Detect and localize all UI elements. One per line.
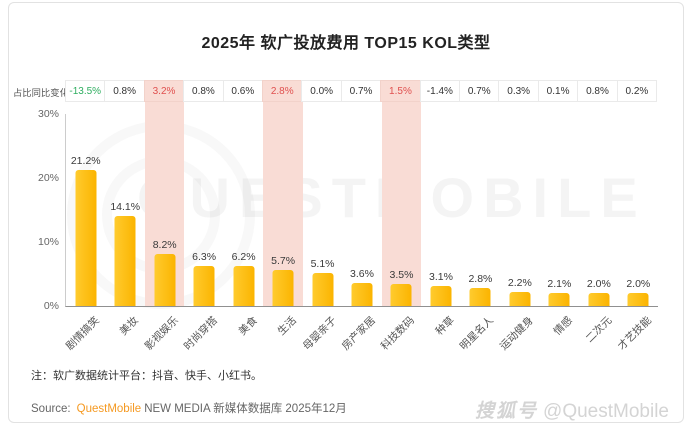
footnote: 注：软广数据统计平台：抖音、快手、小红书。: [31, 370, 262, 382]
bar-value-label: 5.1%: [310, 258, 335, 271]
category-label: 生活: [275, 314, 299, 338]
yoy-change-cell: -1.4%: [419, 80, 461, 102]
bar: [588, 293, 610, 306]
yoy-row-label: 占比同比变化: [13, 88, 69, 98]
category-label: 美食: [236, 314, 260, 338]
watermark-bottom-right: 搜狐号 @QuestMobile: [475, 396, 669, 422]
chart-title: 2025年 软广投放费用 TOP15 KOL类型: [201, 35, 491, 52]
bar: [193, 265, 215, 306]
bar-value-label: 6.3%: [192, 250, 217, 263]
category-label: 时尚穿搭: [181, 314, 221, 353]
highlight-band: [381, 102, 422, 306]
category-label: 情感: [551, 314, 576, 338]
category-label: 科技数码: [379, 314, 418, 353]
bar-column: 8.2% 影视娱乐: [142, 114, 184, 353]
bar-value-label: 21.2%: [70, 155, 101, 168]
source-brand: QuestMobile: [76, 403, 142, 415]
bar-value-label: 3.1%: [428, 271, 453, 284]
bar: [233, 266, 255, 306]
bar: [469, 288, 491, 306]
watermark-handle: @QuestMobile: [543, 401, 669, 422]
bar-column: 21.2% 剧情搞笑: [63, 114, 105, 352]
bar-value-label: 2.1%: [547, 277, 572, 290]
yoy-change-cell: 3.2%: [143, 80, 185, 102]
bar-value-label: 14.1%: [110, 200, 141, 213]
yoy-change-cell: 0.8%: [183, 80, 224, 102]
yoy-change-cell: 0.1%: [537, 80, 579, 102]
report-card: QUESTMOBILE 2025年 软广投放费用 TOP15 KOL类型 占比同…: [8, 2, 684, 423]
bar: [75, 170, 97, 306]
bar-value-label: 8.2%: [152, 238, 177, 251]
bar-column: 2.2% 运动健身: [498, 114, 539, 353]
category-label: 种草: [433, 314, 457, 338]
bar-column: 2.0% 二次元: [579, 114, 618, 345]
source-prefix: Source:: [31, 403, 71, 415]
bar-columns: 21.2% 剧情搞笑 14.1% 美妆 8.2% 影视娱乐 6.3% 时尚穿搭 6.2% 美食 5.…: [63, 114, 658, 353]
yoy-change-cells: -13.5% 0.8% 3.2% 0.8% 0.6% 2.8% 0.0% 0.7% 1.5% -1…: [65, 80, 658, 102]
highlight-bands: [66, 102, 658, 306]
bar-column: 2.0% 才艺技能: [616, 114, 658, 352]
bar: [627, 293, 649, 306]
category-label: 二次元: [583, 314, 615, 346]
category-label: 运动健身: [497, 314, 536, 353]
yoy-change-cell: 0.0%: [301, 80, 342, 102]
bar-column: 3.6% 房产家居: [340, 114, 381, 353]
bar: [351, 282, 373, 306]
yoy-change-row: 占比同比变化 -13.5% 0.8% 3.2% 0.8% 0.6% 2.8% 0.0% 0.7…: [9, 80, 683, 102]
bar-value-label: 5.7%: [271, 254, 296, 267]
yoy-change-cell: 0.7%: [459, 80, 500, 102]
bar-value-label: 6.2%: [231, 251, 256, 264]
bar: [272, 269, 294, 306]
category-label: 美妆: [117, 314, 142, 338]
bar: [312, 273, 334, 306]
source-line: Source: QuestMobile NEW MEDIA 新媒体数据库 2025年…: [31, 400, 347, 416]
bar: [509, 291, 531, 306]
bar-value-label: 2.8%: [468, 273, 493, 286]
bar-value-label: 2.2%: [507, 276, 532, 289]
category-label: 影视娱乐: [142, 314, 181, 353]
bar-column: 2.1% 情感: [540, 114, 579, 338]
yoy-change-cell: -13.5%: [65, 80, 106, 102]
y-axis-tick-label: 20%: [37, 172, 59, 184]
watermark-sohu-label: 搜狐号: [475, 401, 539, 422]
y-axis-tick-label: 0%: [43, 300, 59, 312]
bar: [548, 292, 570, 306]
yoy-change-cell: 0.8%: [577, 80, 618, 102]
bar-value-label: 3.5%: [389, 268, 414, 281]
bar-value-label: 2.0%: [586, 278, 611, 291]
yoy-change-cell: 0.7%: [340, 80, 382, 102]
bar-column: 3.5% 科技数码: [379, 114, 421, 353]
bar-column: 6.3% 时尚穿搭: [182, 114, 223, 353]
category-label: 母婴亲子: [300, 314, 339, 353]
bar-column: 2.8% 明星名人: [458, 114, 500, 353]
source-rest: NEW MEDIA 新媒体数据库 2025年12月: [144, 403, 347, 415]
y-axis-tick-label: 10%: [37, 236, 59, 248]
bar: [390, 283, 412, 306]
plot-area: 21.2% 剧情搞笑 14.1% 美妆 8.2% 影视娱乐 6.3% 时尚穿搭 6.2% 美食 5.…: [38, 102, 658, 353]
bar: [114, 215, 136, 306]
yoy-change-cell: 1.5%: [380, 80, 421, 102]
bar: [430, 286, 452, 306]
bar-column: 3.1% 种草: [421, 114, 460, 338]
bar-value-label: 3.6%: [350, 267, 374, 280]
yoy-change-cell: 0.3%: [498, 80, 539, 102]
yoy-change-cell: 0.8%: [104, 80, 145, 102]
yoy-change-cell: 2.8%: [262, 80, 303, 102]
category-label: 明星名人: [458, 314, 497, 353]
yoy-change-cell: 0.6%: [222, 80, 264, 102]
bar-column: 5.1% 母婴亲子: [300, 114, 342, 352]
bar-value-label: 2.0%: [626, 278, 651, 291]
category-label: 房产家居: [339, 314, 378, 353]
yoy-change-cell: 0.2%: [616, 80, 658, 102]
category-label: 才艺技能: [616, 314, 655, 353]
category-label: 剧情搞笑: [63, 314, 102, 353]
bar: [154, 253, 176, 306]
bar-column: 6.2% 美食: [224, 114, 263, 337]
y-axis-tick-label: 30%: [37, 108, 59, 120]
bar-column: 14.1% 美妆: [105, 114, 144, 338]
bar-column: 5.7% 生活: [263, 114, 302, 338]
